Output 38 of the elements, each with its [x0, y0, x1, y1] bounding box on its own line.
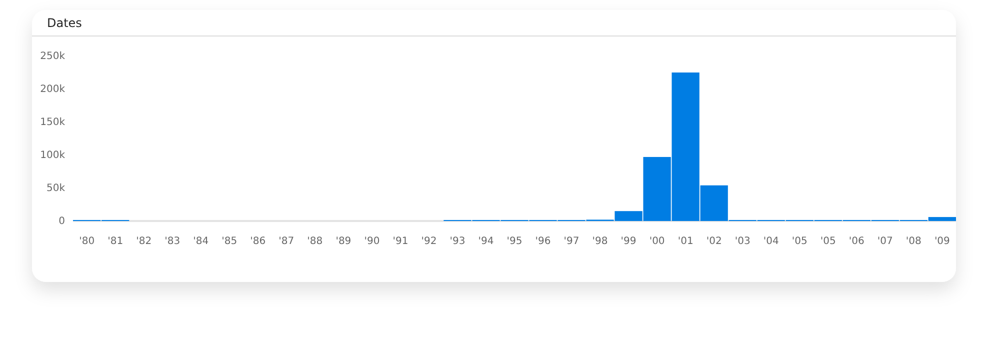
x-tick-label: '91	[392, 236, 408, 248]
x-tick-label: '80	[79, 236, 95, 248]
y-tick-label: 50k	[46, 183, 66, 194]
x-tick-label: '98	[592, 236, 608, 248]
x-tick-label: '92	[421, 236, 437, 248]
x-tick-label: '04	[763, 236, 779, 248]
x-tick-label: '96	[535, 236, 551, 248]
x-tick-label: '05	[792, 236, 808, 248]
x-tick-label: '02	[706, 236, 722, 248]
y-tick-label: 100k	[40, 150, 66, 162]
y-tick-label: 150k	[40, 117, 66, 128]
x-tick-label: '84	[193, 236, 209, 248]
x-tick-label: '99	[620, 236, 636, 248]
x-tick-label: '07	[877, 236, 893, 248]
x-tick-label: '82	[136, 236, 152, 248]
x-tick-label: '93	[450, 236, 466, 248]
x-tick-label: '85	[222, 236, 238, 248]
x-tick-label: '81	[108, 236, 124, 248]
x-tick-label: '08	[906, 236, 922, 248]
x-tick-label: '05	[820, 236, 836, 248]
x-tick-label: '01	[678, 236, 694, 248]
x-tick-label: '89	[336, 236, 352, 248]
y-tick-label: 0	[58, 216, 65, 228]
y-tick-label: 200k	[40, 84, 66, 96]
x-tick-label: '86	[250, 236, 266, 248]
x-tick-label: '00	[649, 236, 665, 248]
x-tick-label: '94	[478, 236, 494, 248]
x-tick-label: '88	[307, 236, 323, 248]
x-tick-label: '09	[934, 236, 950, 248]
x-tick-label: '03	[734, 236, 750, 248]
x-tick-label: '87	[278, 236, 294, 248]
x-tick-label: '06	[848, 236, 864, 248]
x-tick-label: '95	[506, 236, 522, 248]
x-tick-label: '97	[564, 236, 580, 248]
x-tick-label: '83	[164, 236, 180, 248]
x-tick-label: '90	[364, 236, 380, 248]
chart-title: Dates	[47, 16, 82, 30]
y-tick-label: 250k	[40, 51, 66, 62]
